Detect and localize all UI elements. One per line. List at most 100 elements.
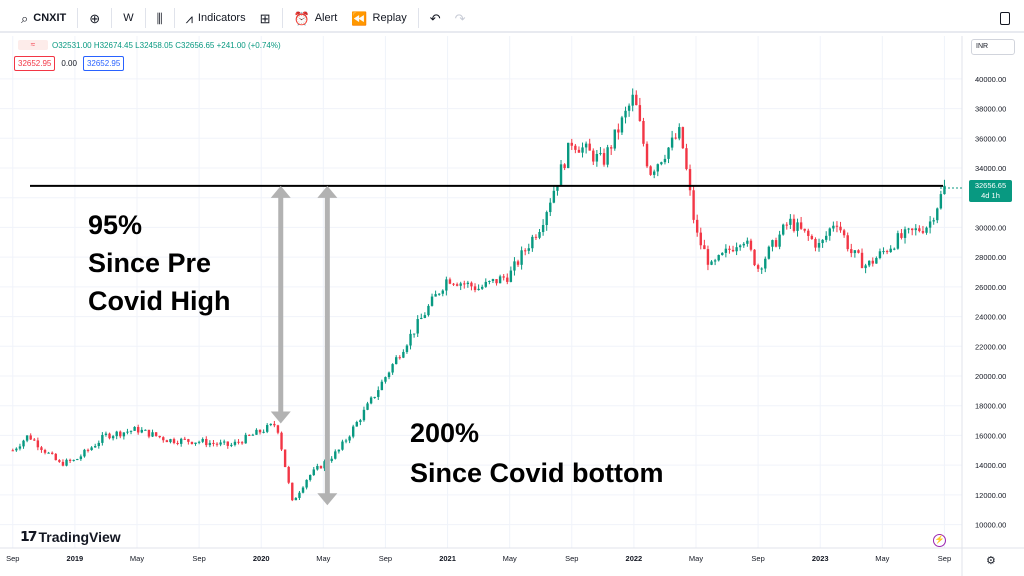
candle-body [208, 442, 212, 446]
candle-body [219, 442, 222, 445]
sell-price[interactable]: 32652.95 [14, 56, 56, 71]
undo-button[interactable]: ↶ [423, 0, 448, 36]
top-toolbar: ⌕ CNXIT ⊕ W ⫼ ⩘ Indicators ⊞ ⏰ Alert ⏪ R… [0, 0, 1024, 36]
divider [281, 8, 283, 28]
candle-body [724, 248, 728, 253]
candle-body [61, 461, 65, 466]
compare-button[interactable]: ⊕ [82, 0, 107, 36]
symbol-search[interactable]: ⌕ CNXIT [14, 0, 73, 36]
candle-body [11, 450, 14, 452]
candle-body [556, 185, 559, 191]
candle-body [316, 465, 319, 470]
chart-type-button[interactable]: ⫼ [150, 0, 170, 36]
fullscreen-icon[interactable] [1000, 12, 1010, 25]
y-tick-label: 40000.00 [975, 75, 1006, 84]
tradingview-logo[interactable]: 𝟭𝟳 TradingView [20, 528, 121, 545]
candle-body [248, 434, 251, 436]
candle-body [756, 265, 760, 269]
candle-body [774, 240, 778, 247]
candle-body [828, 228, 831, 236]
x-tick-label: 2021 [439, 554, 456, 563]
candle-body [885, 251, 889, 253]
candle-body [287, 467, 290, 483]
candle-body [337, 449, 341, 452]
annotation-pre-covid: 95% Since Pre Covid High [88, 206, 231, 320]
candle-body [652, 171, 656, 175]
currency-selector[interactable]: INR [971, 39, 1015, 55]
drawings [30, 184, 962, 506]
candle-body [527, 248, 530, 251]
annotation-text: Covid High [88, 286, 231, 316]
candle-body [190, 441, 194, 445]
interval-button[interactable]: W [116, 0, 140, 36]
candle-body [194, 442, 197, 445]
candle-body [283, 449, 287, 468]
candle-body [749, 240, 753, 250]
annotation-pct: 200% [410, 418, 480, 448]
candle-body [871, 260, 874, 264]
candle-body [703, 245, 706, 250]
candle-body [810, 235, 814, 240]
x-tick-label: Sep [6, 554, 19, 563]
candle-body [928, 221, 932, 228]
candle-body [47, 452, 50, 454]
candle-body [513, 261, 516, 271]
candle-body [796, 222, 799, 231]
candle-body [319, 465, 323, 469]
candle-body [846, 235, 849, 250]
candle-body [115, 431, 118, 437]
y-tick-label: 28000.00 [975, 253, 1006, 262]
candle-body [384, 377, 387, 382]
lightning-icon[interactable]: ⚡ [933, 534, 946, 547]
divider [77, 8, 79, 28]
candle-body [463, 283, 466, 285]
candle-body [821, 239, 824, 244]
candle-body [692, 190, 695, 220]
candle-body [434, 294, 437, 297]
candle-body [581, 147, 584, 153]
redo-icon: ↷ [454, 10, 466, 26]
candle-body [448, 279, 452, 284]
candle-body [172, 439, 176, 443]
candle-body [176, 442, 179, 444]
legend-toggle-icon[interactable]: ≈ [18, 40, 48, 50]
candle-body [889, 248, 892, 253]
candle-body [936, 208, 939, 221]
candle-body [817, 243, 821, 248]
candle-body [914, 228, 917, 231]
logo-text: TradingView [38, 528, 121, 545]
x-tick-label: May [875, 554, 889, 563]
interval-label: W [123, 12, 134, 24]
series-legend: ≈ O32531.00 H32674.45 L32458.05 C32656.6… [18, 40, 281, 50]
candle-body [43, 450, 47, 453]
alert-button[interactable]: ⏰ Alert [287, 0, 345, 36]
candle-body [509, 270, 513, 282]
candle-body [925, 227, 928, 233]
candle-body [362, 409, 366, 421]
candle-body [412, 333, 416, 335]
candle-body [430, 296, 434, 306]
candle-body [151, 432, 154, 437]
candle-body [455, 284, 459, 286]
y-tick-label: 24000.00 [975, 313, 1006, 322]
templates-button[interactable]: ⊞ [253, 0, 278, 36]
candle-body [688, 169, 692, 191]
candle-body [162, 437, 165, 441]
candle-body [15, 448, 18, 451]
candle-body [437, 293, 441, 295]
candle-body [33, 439, 36, 441]
gear-icon[interactable]: ⚙ [986, 555, 996, 567]
candle-body [516, 261, 520, 265]
candle-body [617, 129, 620, 133]
symbol-label: CNXIT [33, 12, 67, 24]
buy-price[interactable]: 32652.95 [82, 56, 125, 71]
redo-button[interactable]: ↷ [448, 0, 473, 36]
candle-body [645, 143, 649, 167]
candle-body [814, 239, 817, 248]
candle-body [273, 423, 276, 426]
indicators-button[interactable]: ⩘ Indicators [179, 0, 253, 36]
replay-button[interactable]: ⏪ Replay [344, 0, 413, 36]
candle-body [391, 364, 394, 373]
x-tick-label: May [689, 554, 703, 563]
candle-body [276, 425, 280, 433]
